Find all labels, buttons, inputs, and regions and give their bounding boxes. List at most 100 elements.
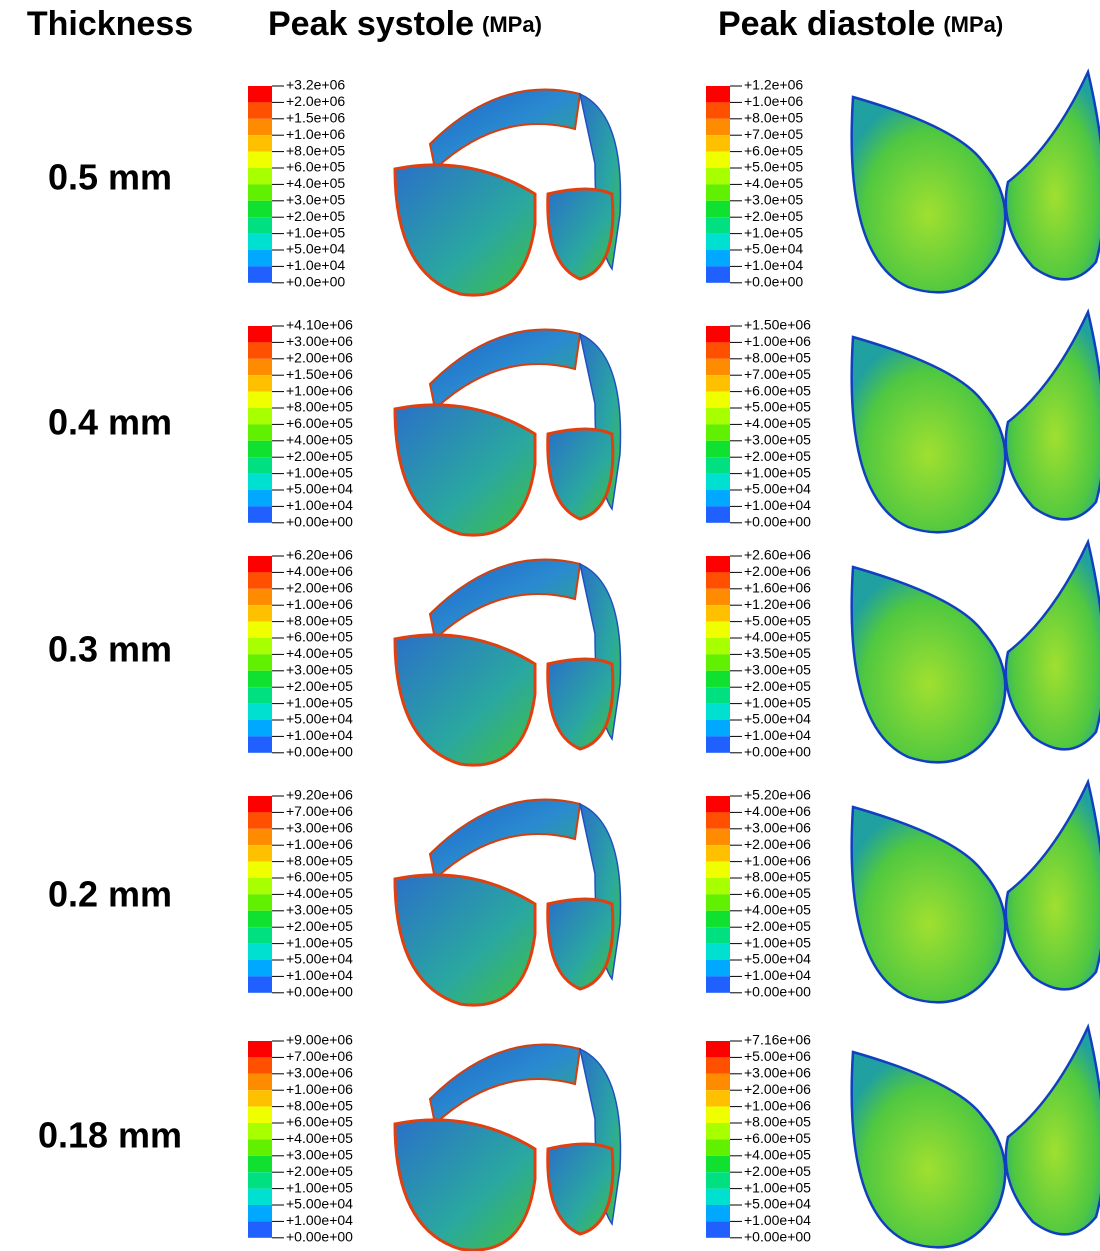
- legend-swatch: [248, 671, 272, 687]
- legend-swatch: [248, 457, 272, 473]
- legend-label: +3.50e+05: [744, 645, 811, 661]
- leaflet: [548, 429, 613, 519]
- legend-swatch: [248, 927, 272, 943]
- legend-label: +7.16e+06: [744, 1032, 811, 1048]
- legend-label: +1.00e+06: [286, 836, 353, 852]
- legend-swatch: [706, 894, 730, 910]
- thickness-label: 0.5 mm: [48, 157, 172, 198]
- legend-label: +5.00e+04: [744, 711, 811, 727]
- legend-swatch: [706, 1156, 730, 1172]
- legend-label: +1.00e+06: [744, 852, 811, 868]
- legend-swatch: [706, 960, 730, 976]
- systole-valve: [395, 800, 621, 1006]
- leaflet: [852, 807, 1006, 1002]
- legend-label: +1.00e+05: [744, 694, 811, 710]
- legend-swatch: [248, 1090, 272, 1106]
- legend-label: +8.00e+05: [286, 399, 353, 415]
- leaflet: [852, 1052, 1006, 1247]
- legend-label: +1.00e+05: [286, 464, 353, 480]
- legend-swatch: [706, 168, 730, 184]
- legend-swatch: [248, 201, 272, 217]
- color-legend: +9.00e+06+7.00e+06+3.00e+06+1.00e+06+8.0…: [248, 1032, 353, 1245]
- color-legend: +1.50e+06+1.00e+06+8.00e+05+7.00e+05+6.0…: [706, 317, 811, 530]
- leaflet: [548, 899, 613, 989]
- color-legend: +7.16e+06+5.00e+06+3.00e+06+2.00e+06+1.0…: [706, 1032, 811, 1245]
- legend-swatch: [248, 1156, 272, 1172]
- legend-label: +4.00e+05: [286, 645, 353, 661]
- legend-swatch: [706, 1189, 730, 1205]
- legend-swatch: [706, 796, 730, 812]
- legend-label: +3.00e+06: [286, 1065, 353, 1081]
- leaflet: [852, 337, 1006, 532]
- legend-label: +2.0e+05: [286, 208, 345, 224]
- legend-swatch: [248, 1123, 272, 1139]
- systole-valve: [395, 330, 621, 536]
- legend-label: +1.20e+06: [744, 596, 811, 612]
- column-title: Peak diastole(MPa): [718, 5, 1003, 43]
- legend-label: +4.00e+05: [286, 432, 353, 448]
- legend-label: +3.00e+05: [286, 902, 353, 918]
- legend-swatch: [706, 720, 730, 736]
- legend-label: +8.0e+05: [744, 110, 803, 126]
- legend-label: +5.00e+04: [286, 711, 353, 727]
- legend-swatch: [248, 654, 272, 670]
- legend-label: +1.00e+04: [744, 1212, 811, 1228]
- legend-label: +8.00e+05: [744, 350, 811, 366]
- legend-swatch: [248, 845, 272, 861]
- legend-label: +6.00e+05: [744, 1130, 811, 1146]
- leaflet: [395, 635, 535, 765]
- legend-label: +1.00e+06: [286, 382, 353, 398]
- legend-swatch: [706, 1107, 730, 1123]
- legend-swatch: [248, 1172, 272, 1188]
- legend-label: +1.5e+06: [286, 110, 345, 126]
- legend-swatch: [248, 1139, 272, 1155]
- legend-swatch: [248, 862, 272, 878]
- legend-label: +4.00e+05: [744, 1147, 811, 1163]
- legend-label: +1.00e+05: [286, 934, 353, 950]
- legend-label: +1.60e+06: [744, 580, 811, 596]
- legend-label: +3.00e+06: [744, 1065, 811, 1081]
- legend-label: +4.0e+05: [286, 175, 345, 191]
- leaflet: [852, 567, 1006, 762]
- legend-label: +1.00e+06: [286, 596, 353, 612]
- leaflet: [430, 330, 580, 409]
- legend-swatch: [706, 1221, 730, 1237]
- legend-swatch: [706, 326, 730, 342]
- color-legend: +3.2e+06+2.0e+06+1.5e+06+1.0e+06+8.0e+05…: [248, 77, 345, 290]
- legend-swatch: [706, 556, 730, 572]
- legend-swatch: [248, 102, 272, 118]
- legend-swatch: [706, 441, 730, 457]
- legend-label: +1.00e+05: [744, 1179, 811, 1195]
- legend-label: +6.20e+06: [286, 547, 353, 563]
- color-legend: +6.20e+06+4.00e+06+2.00e+06+1.00e+06+8.0…: [248, 547, 353, 760]
- legend-swatch: [706, 1057, 730, 1073]
- legend-label: +2.00e+05: [286, 918, 353, 934]
- legend-label: +1.00e+06: [744, 333, 811, 349]
- legend-swatch: [248, 250, 272, 266]
- systole-valve: [395, 1045, 621, 1251]
- legend-label: +2.00e+05: [744, 918, 811, 934]
- legend-label: +1.00e+04: [744, 727, 811, 743]
- legend-swatch: [706, 736, 730, 752]
- legend-label: +1.00e+06: [286, 1081, 353, 1097]
- legend-label: +2.00e+05: [744, 448, 811, 464]
- legend-swatch: [248, 1057, 272, 1073]
- legend-label: +3.00e+06: [286, 820, 353, 836]
- leaflet: [430, 90, 580, 169]
- legend-swatch: [706, 408, 730, 424]
- legend-label: +5.0e+04: [286, 241, 345, 257]
- legend-swatch: [706, 1074, 730, 1090]
- legend-label: +7.00e+05: [744, 366, 811, 382]
- legend-swatch: [248, 687, 272, 703]
- legend-label: +4.00e+05: [744, 415, 811, 431]
- legend-swatch: [248, 326, 272, 342]
- legend-swatch: [706, 490, 730, 506]
- legend-swatch: [248, 704, 272, 720]
- legend-swatch: [706, 359, 730, 375]
- leaflet: [430, 560, 580, 639]
- legend-label: +2.00e+06: [286, 350, 353, 366]
- legend-swatch: [248, 234, 272, 250]
- legend-label: +8.00e+05: [744, 1114, 811, 1130]
- legend-swatch: [248, 152, 272, 168]
- legend-swatch: [706, 605, 730, 621]
